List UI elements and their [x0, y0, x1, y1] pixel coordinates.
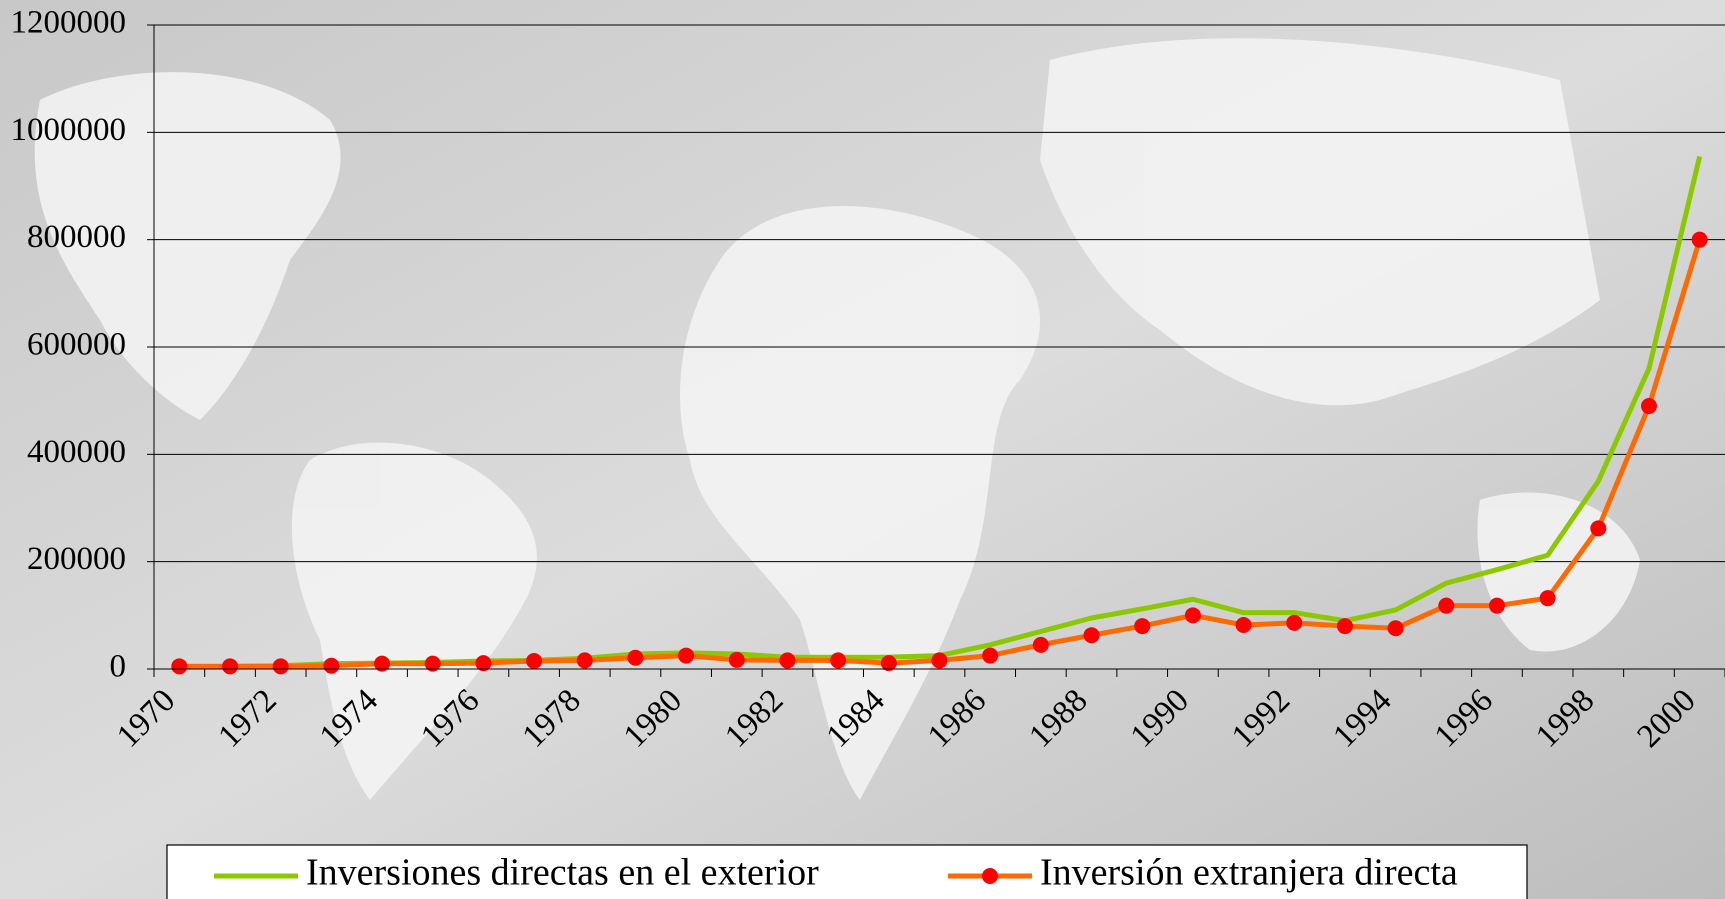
y-tick-label: 200000	[27, 541, 126, 577]
data-point	[1691, 231, 1708, 248]
y-tick-label: 0	[110, 649, 127, 685]
data-point	[475, 655, 492, 672]
data-point	[323, 657, 340, 674]
data-point	[171, 658, 188, 675]
data-point	[728, 651, 745, 668]
data-point	[1286, 614, 1303, 631]
data-point	[1640, 398, 1657, 415]
data-point	[576, 652, 593, 669]
data-point	[526, 652, 543, 669]
data-point	[374, 655, 391, 672]
data-point	[1590, 520, 1607, 537]
legend-marker	[982, 868, 998, 884]
data-point	[830, 652, 847, 669]
data-point	[1336, 618, 1353, 635]
data-point	[982, 647, 999, 664]
y-tick-label: 800000	[27, 219, 126, 255]
legend-label: Inversiones directas en el exterior	[306, 852, 819, 894]
data-point	[272, 658, 289, 675]
data-point	[1032, 636, 1049, 653]
data-point	[1539, 590, 1556, 607]
data-point	[1488, 597, 1505, 614]
data-point	[627, 649, 644, 666]
legend-box	[166, 844, 1528, 899]
data-point	[1083, 627, 1100, 644]
data-point	[931, 652, 948, 669]
world-map	[34, 38, 1640, 800]
y-tick-label: 1200000	[11, 5, 127, 41]
y-tick-label: 600000	[27, 327, 126, 363]
data-point	[1184, 607, 1201, 624]
data-point	[678, 647, 695, 664]
data-point	[222, 658, 239, 675]
data-point	[1134, 618, 1151, 635]
data-point	[1235, 616, 1252, 633]
y-tick-label: 1000000	[11, 112, 127, 148]
data-point	[1387, 620, 1404, 637]
data-point	[880, 655, 897, 672]
y-tick-label: 400000	[27, 434, 126, 470]
data-point	[424, 655, 441, 672]
data-point	[779, 652, 796, 669]
data-point	[1438, 597, 1455, 614]
legend-label: Inversión extranjera directa	[1040, 852, 1458, 894]
